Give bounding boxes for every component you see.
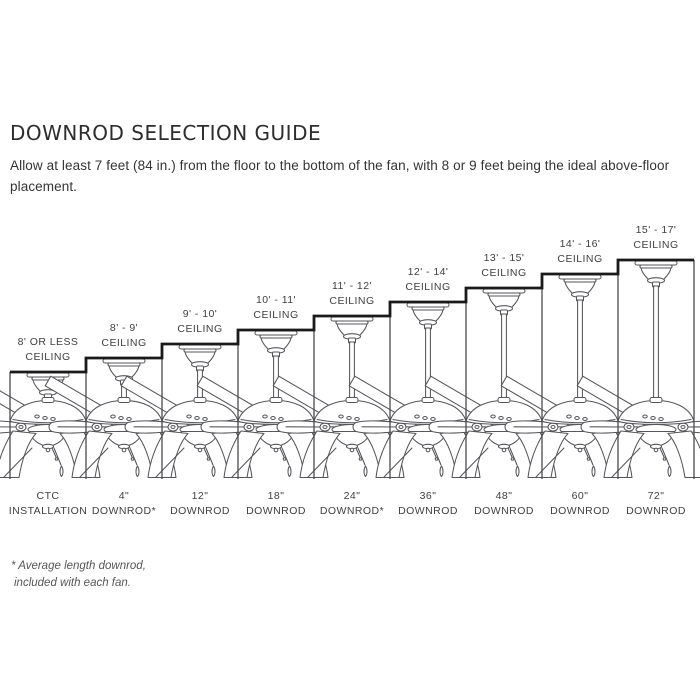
ceiling-fan-illustration — [576, 260, 700, 479]
ceiling-label-7: 13' - 15' CEILING — [481, 252, 527, 279]
footnote: * Average length downrod, included with … — [11, 560, 146, 589]
intro-text: Allow at least 7 feet (84 in.) from the … — [10, 158, 670, 194]
downrod-label-1: CTC INSTALLATION — [8, 490, 88, 517]
downrod-label-4: 18" DOWNROD — [246, 490, 306, 517]
ceiling-label-5: 11' - 12' CEILING — [329, 280, 375, 307]
downrod-label-3: 12" DOWNROD — [170, 490, 230, 517]
ceiling-label-6: 12' - 14' CEILING — [405, 266, 451, 293]
downrod-label-8: 60" DOWNROD — [550, 490, 610, 517]
ceiling-label-4: 10' - 11' CEILING — [253, 294, 299, 321]
downrod-label-9: 72" DOWNROD — [626, 490, 686, 517]
ceiling-label-9: 15' - 17' CEILING — [633, 224, 679, 251]
ceiling-label-8: 14' - 16' CEILING — [557, 238, 603, 265]
ceiling-label-3: 9' - 10' CEILING — [177, 308, 223, 335]
downrod-label-6: 36" DOWNROD — [398, 490, 458, 517]
downrod-label-5: 24" DOWNROD* — [319, 490, 385, 517]
page-title: DOWNROD SELECTION GUIDE — [10, 121, 322, 145]
ceiling-label-1: 8' OR LESS CEILING — [17, 336, 79, 363]
ceiling-label-2: 8' - 9' CEILING — [101, 322, 147, 349]
ceiling-staircase-line — [10, 258, 694, 374]
downrod-label-7: 48" DOWNROD — [474, 490, 534, 517]
downrod-label-2: 4" DOWNROD* — [91, 490, 157, 517]
